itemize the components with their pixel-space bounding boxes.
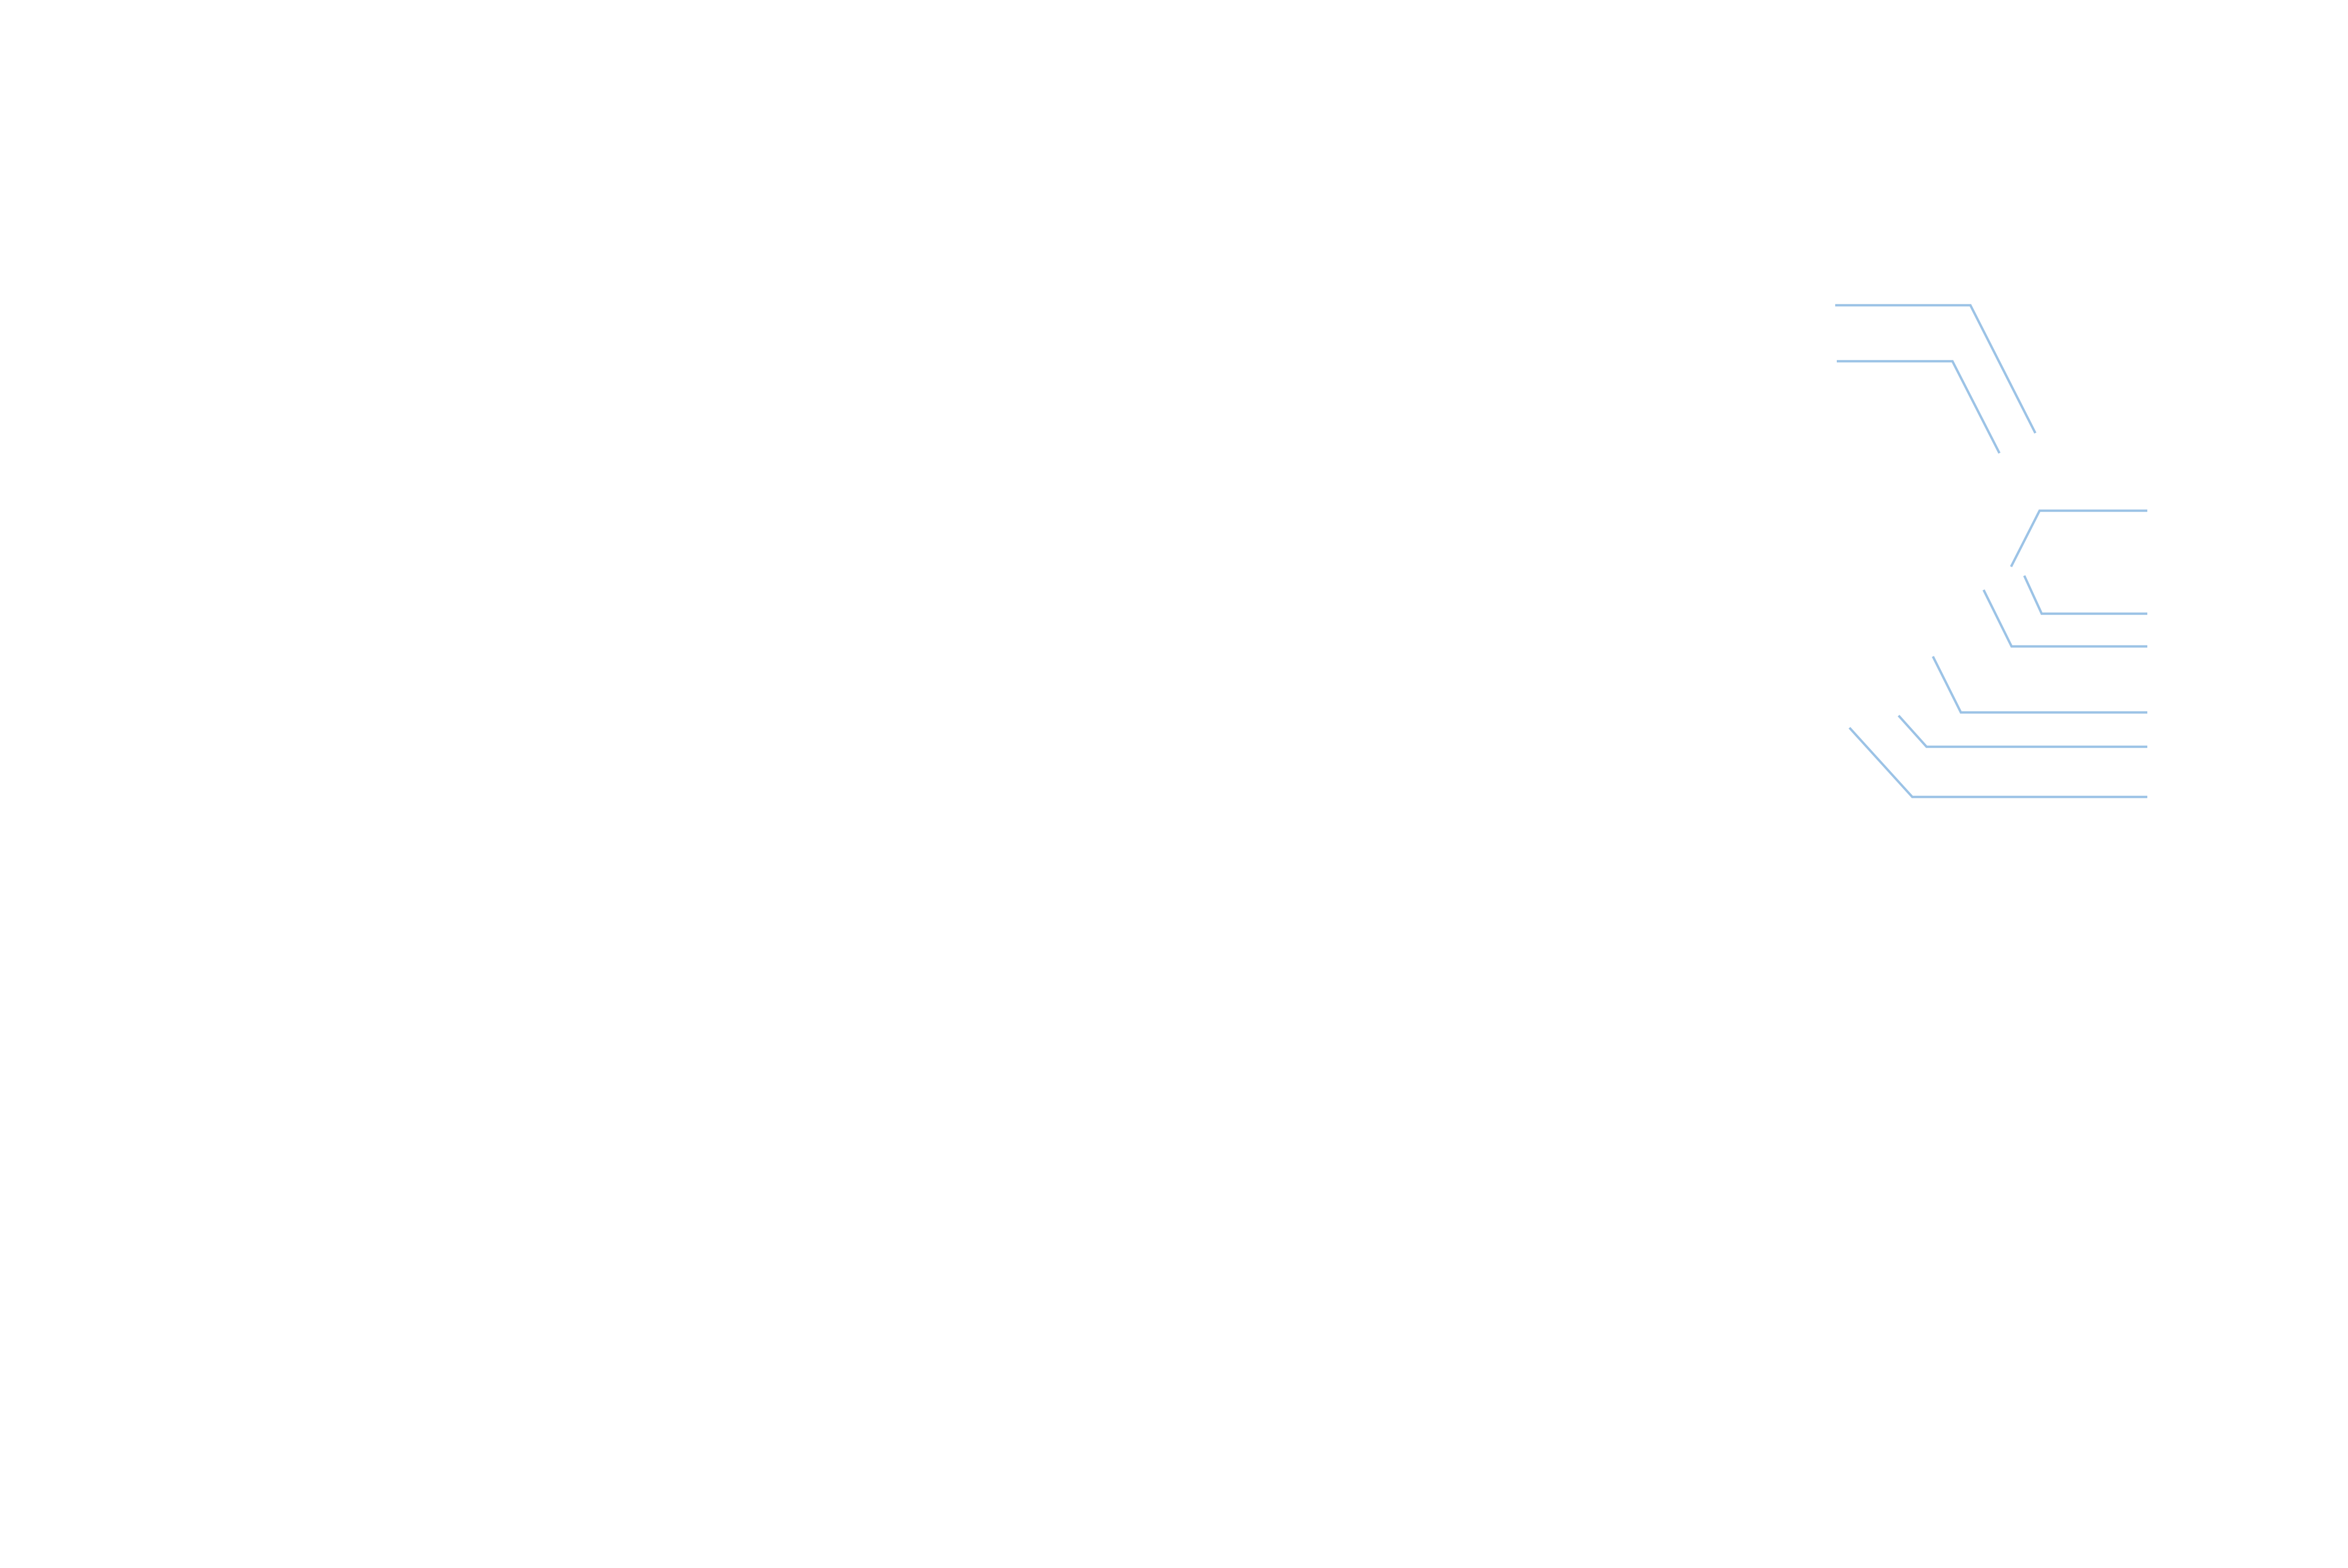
connector-group (1835, 304, 2147, 799)
connector-right-4 (1931, 655, 2147, 714)
connector-right-1 (2009, 509, 2147, 568)
connector-right-6 (1848, 727, 2147, 799)
connector-top-2 (1837, 360, 2001, 454)
connector-top-1 (1835, 304, 2037, 434)
connector-right-3 (1982, 589, 2147, 648)
connector-right-2 (2023, 575, 2147, 615)
connector-right-5 (1898, 715, 2147, 748)
